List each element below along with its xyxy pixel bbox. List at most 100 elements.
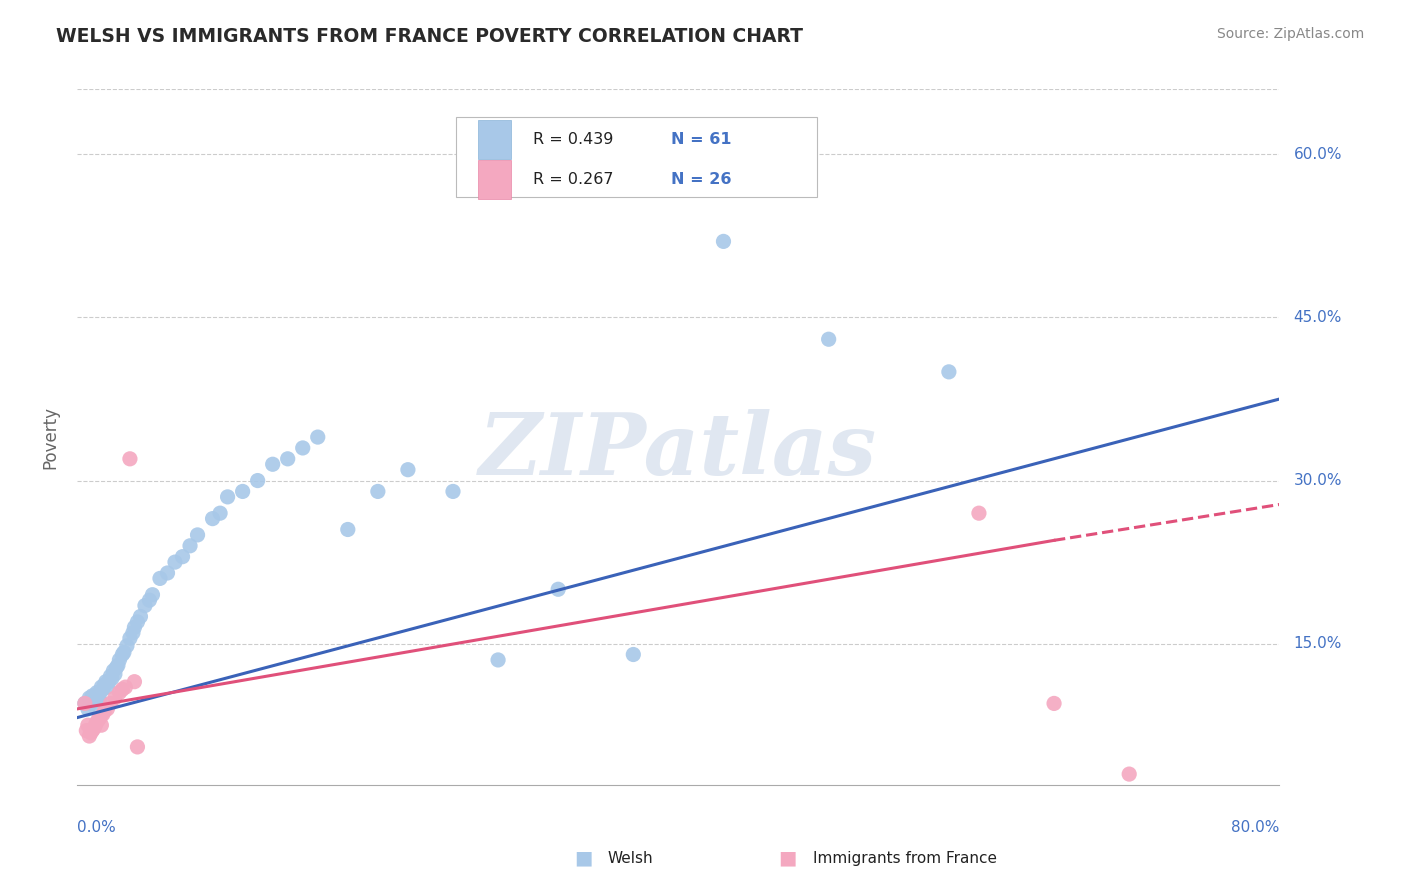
- Text: Welsh: Welsh: [607, 851, 652, 865]
- Point: [76, 718, 98, 732]
- Point: [105, 660, 128, 674]
- Text: WELSH VS IMMIGRANTS FROM FRANCE POVERTY CORRELATION CHART: WELSH VS IMMIGRANTS FROM FRANCE POVERTY …: [56, 27, 803, 45]
- Point: [91, 682, 114, 697]
- Text: 45.0%: 45.0%: [1294, 310, 1341, 325]
- Point: [127, 739, 149, 754]
- Text: R = 0.267: R = 0.267: [533, 172, 613, 187]
- Point: [80, 697, 103, 711]
- Point: [75, 723, 97, 738]
- Point: [91, 707, 114, 722]
- Point: [93, 678, 115, 692]
- Point: [79, 690, 101, 705]
- Point: [129, 609, 152, 624]
- Text: N = 61: N = 61: [671, 132, 731, 147]
- Point: [82, 723, 104, 738]
- Point: [291, 441, 314, 455]
- Point: [103, 664, 125, 678]
- Text: 15.0%: 15.0%: [1294, 636, 1341, 651]
- Point: [396, 463, 419, 477]
- Point: [967, 506, 990, 520]
- Point: [547, 582, 569, 597]
- Point: [262, 457, 284, 471]
- Point: [307, 430, 329, 444]
- Point: [84, 690, 107, 705]
- Point: [111, 682, 134, 697]
- Point: [83, 722, 105, 736]
- Point: [89, 693, 111, 707]
- Point: [108, 685, 131, 699]
- Point: [96, 702, 118, 716]
- Point: [122, 625, 145, 640]
- Point: [112, 645, 135, 659]
- Point: [817, 332, 839, 346]
- Point: [104, 667, 127, 681]
- Point: [441, 484, 464, 499]
- Point: [186, 528, 209, 542]
- Point: [118, 631, 141, 645]
- Point: [108, 653, 131, 667]
- Point: [82, 689, 104, 703]
- Point: [93, 704, 115, 718]
- Point: [76, 702, 98, 716]
- Point: [73, 697, 96, 711]
- Text: N = 26: N = 26: [671, 172, 731, 187]
- Point: [89, 685, 111, 699]
- Point: [97, 674, 120, 689]
- Point: [90, 718, 112, 732]
- Point: [114, 680, 136, 694]
- Point: [141, 588, 163, 602]
- Point: [79, 729, 101, 743]
- Point: [367, 484, 389, 499]
- Point: [104, 690, 127, 705]
- Text: Source: ZipAtlas.com: Source: ZipAtlas.com: [1216, 27, 1364, 41]
- Point: [100, 669, 122, 683]
- FancyBboxPatch shape: [456, 117, 817, 197]
- Point: [84, 718, 107, 732]
- Point: [134, 599, 156, 613]
- Point: [82, 693, 104, 707]
- Text: 30.0%: 30.0%: [1294, 473, 1341, 488]
- Point: [156, 566, 179, 580]
- Point: [100, 697, 122, 711]
- Text: ■: ■: [778, 848, 797, 868]
- Text: R = 0.439: R = 0.439: [533, 132, 613, 147]
- Point: [87, 713, 110, 727]
- Point: [111, 648, 134, 662]
- Point: [118, 451, 141, 466]
- Point: [89, 710, 111, 724]
- Point: [232, 484, 254, 499]
- Point: [201, 511, 224, 525]
- Point: [621, 648, 644, 662]
- Point: [486, 653, 509, 667]
- Text: ■: ■: [574, 848, 593, 868]
- Point: [138, 593, 160, 607]
- Point: [73, 697, 96, 711]
- Point: [336, 523, 359, 537]
- Text: 60.0%: 60.0%: [1294, 147, 1341, 162]
- Point: [101, 672, 124, 686]
- Point: [87, 690, 110, 705]
- Point: [209, 506, 232, 520]
- FancyBboxPatch shape: [478, 120, 512, 159]
- Point: [217, 490, 239, 504]
- Point: [86, 685, 108, 699]
- Point: [179, 539, 201, 553]
- Point: [1043, 697, 1066, 711]
- Point: [713, 235, 735, 249]
- Point: [163, 555, 186, 569]
- Text: ZIPatlas: ZIPatlas: [479, 409, 877, 492]
- FancyBboxPatch shape: [478, 161, 512, 199]
- Point: [94, 674, 117, 689]
- Point: [83, 697, 105, 711]
- Point: [96, 680, 118, 694]
- Point: [1118, 767, 1140, 781]
- Point: [115, 639, 138, 653]
- Point: [107, 658, 129, 673]
- Point: [90, 680, 112, 694]
- Point: [80, 726, 103, 740]
- Point: [172, 549, 194, 564]
- Text: 80.0%: 80.0%: [1232, 821, 1279, 835]
- Point: [86, 714, 108, 729]
- Point: [246, 474, 269, 488]
- Point: [124, 674, 146, 689]
